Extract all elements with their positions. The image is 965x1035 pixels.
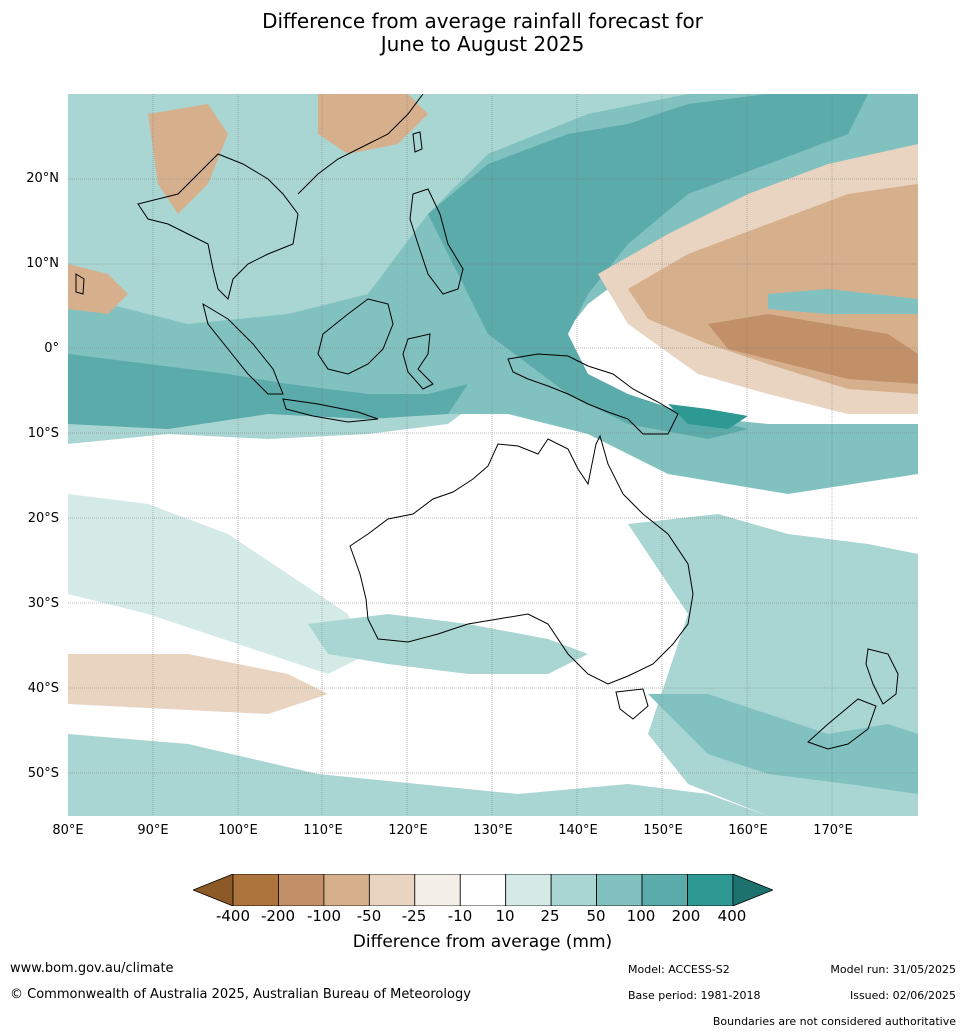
wet-southern-ocean: [68, 734, 768, 816]
wet-core-png: [668, 404, 748, 429]
lat-label-40s: 40°S: [27, 681, 59, 696]
colorbar-cell: [232, 874, 279, 906]
lat-label-0: 0°: [44, 341, 59, 356]
new-zealand-south: [807, 698, 877, 750]
lon-label-160e: 160°E: [728, 823, 768, 838]
colorbar-tick: 50: [586, 907, 606, 925]
footer-copyright: © Commonwealth of Australia 2025, Austra…: [10, 987, 471, 1002]
wet-south-west-ocean: [68, 494, 368, 674]
dry-bay-of-bengal-west: [68, 264, 128, 314]
colorbar-cell: [414, 874, 461, 906]
footer-base-period: Base period: 1981-2018: [628, 989, 761, 1002]
australia-coast: [349, 434, 694, 685]
colorbar-cell: [550, 874, 597, 906]
sulawesi-coast: [402, 333, 434, 390]
borneo-coast: [317, 298, 394, 375]
colorbar-tick: -100: [306, 907, 342, 925]
footer-model-run: Model run: 31/05/2025: [830, 963, 956, 976]
indochina-coast: [137, 153, 299, 300]
lon-label-80e: 80°E: [52, 823, 84, 838]
sumatra-coast: [202, 302, 284, 395]
colorbar-label: Difference from average (mm): [352, 932, 613, 952]
lon-label-100e: 100°E: [218, 823, 258, 838]
colorbar-cell: [368, 874, 416, 906]
colorbar-extend-low: [193, 874, 234, 906]
wet-tasman-core: [648, 694, 918, 794]
lon-label-140e: 140°E: [558, 823, 598, 838]
sri-lanka-coast: [75, 273, 85, 295]
colorbar-tick: -25: [401, 907, 427, 925]
lon-label-110e: 110°E: [303, 823, 343, 838]
colorbar-tick: -200: [260, 907, 296, 925]
lon-label-170e: 170°E: [813, 823, 853, 838]
colorbar-cell: [459, 874, 507, 906]
lat-label-20n: 20°N: [26, 171, 59, 186]
wet-great-australian-bight: [308, 614, 588, 674]
wet-core-west-pacific: [428, 94, 868, 439]
dry-central-pacific-core: [708, 314, 918, 384]
new-guinea-coast: [507, 353, 679, 435]
wet-tongue-pacific: [768, 289, 918, 314]
colorbar-tick: 100: [626, 907, 656, 925]
map-title: Difference from average rainfall forecas…: [0, 10, 965, 56]
map-canvas: [68, 94, 918, 816]
colorbar-tick: -10: [447, 907, 473, 925]
lat-label-10n: 10°N: [26, 256, 59, 271]
colorbar-tick: -50: [356, 907, 382, 925]
lon-label-120e: 120°E: [388, 823, 428, 838]
dry-indochina: [148, 104, 228, 214]
new-zealand-north: [865, 648, 899, 705]
java-coast: [282, 398, 379, 423]
colorbar-tick: -400: [215, 907, 251, 925]
colorbar-tick: 400: [717, 907, 747, 925]
footer-issued: Issued: 02/06/2025: [849, 989, 956, 1002]
philippines-coast: [409, 188, 464, 295]
colorbar-cell: [687, 874, 734, 906]
footer-url[interactable]: www.bom.gov.au/climate: [10, 961, 174, 976]
footer-model: Model: ACCESS-S2: [628, 963, 730, 976]
lat-label-10s: 10°S: [27, 426, 59, 441]
tasmania-coast: [615, 688, 649, 720]
lat-label-30s: 30°S: [27, 596, 59, 611]
lon-label-150e: 150°E: [643, 823, 683, 838]
wet-core-indian-ocean: [68, 354, 468, 429]
lat-label-20s: 20°S: [27, 511, 59, 526]
colorbar-extend-high: [732, 874, 773, 906]
dry-south-china: [318, 94, 428, 154]
colorbar: [193, 874, 773, 906]
colorbar-cell: [323, 874, 370, 906]
lon-label-90e: 90°E: [137, 823, 169, 838]
colorbar-cell: [596, 874, 643, 906]
colorbar-tick: 200: [671, 907, 701, 925]
colorbar-tick: 10: [495, 907, 515, 925]
colorbar-cell: [278, 874, 325, 906]
china-coast: [297, 94, 424, 195]
taiwan-coast: [412, 131, 423, 153]
colorbar-cell: [505, 874, 552, 906]
colorbar-tick: 25: [540, 907, 560, 925]
lat-label-50s: 50°S: [27, 766, 59, 781]
title-line-1: Difference from average rainfall forecas…: [262, 9, 703, 33]
lon-label-130e: 130°E: [473, 823, 513, 838]
gridlines: [68, 94, 918, 816]
rainfall-map: [68, 94, 918, 816]
footer-disclaimer: Boundaries are not considered authoritat…: [712, 1015, 956, 1028]
coastlines: [75, 94, 899, 750]
dry-southern-indian-ocean: [68, 654, 328, 714]
colorbar-cell: [641, 874, 688, 906]
title-line-2: June to August 2025: [380, 32, 585, 56]
